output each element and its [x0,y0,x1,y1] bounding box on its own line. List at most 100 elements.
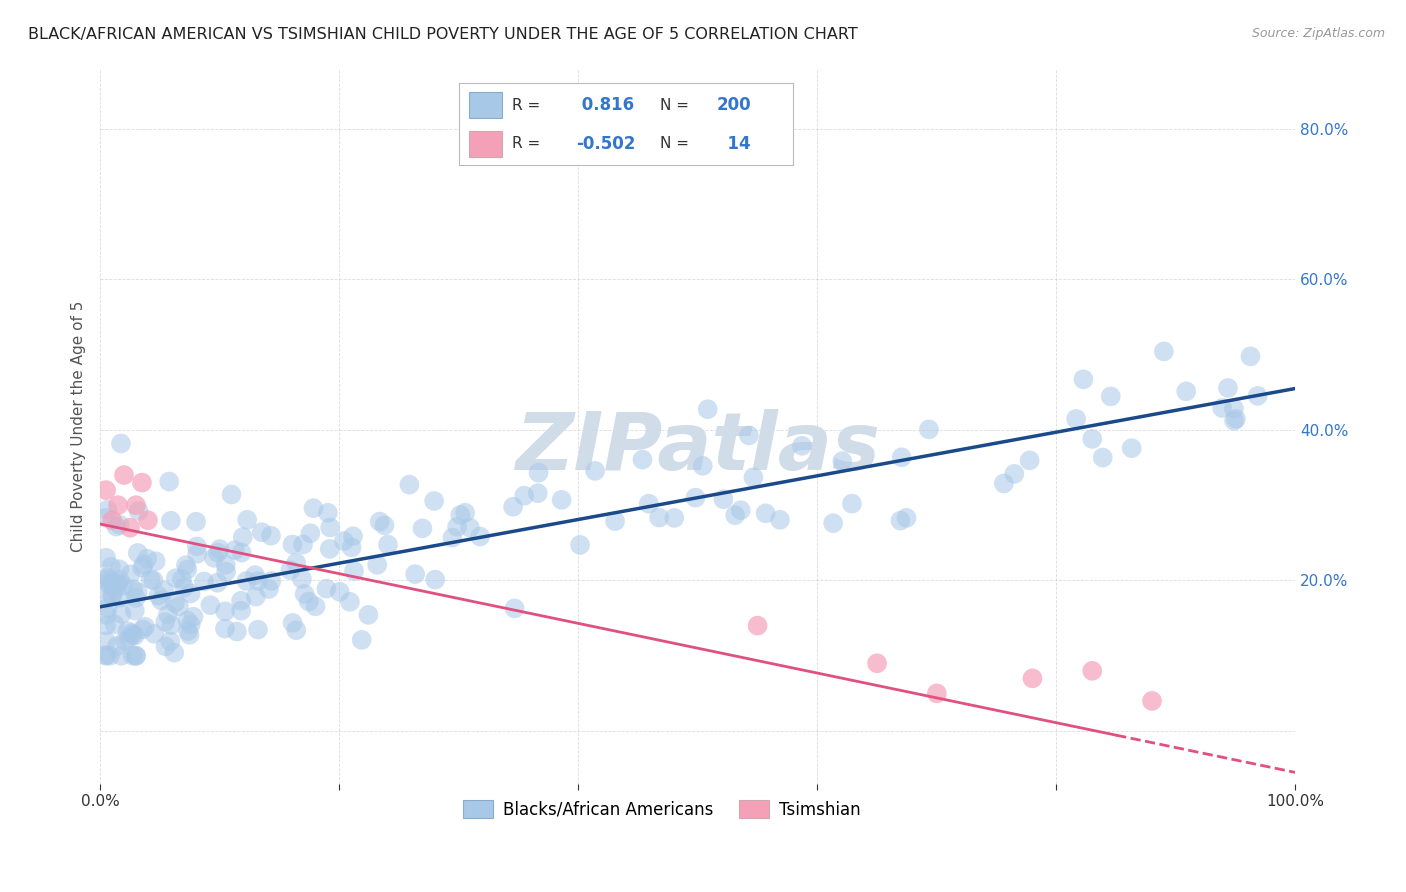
Point [200,598,222,612]
Point [260,574,283,588]
Point [685,491,707,505]
Point [769,513,792,527]
Point [224,543,246,558]
Point [583,464,606,478]
Point [157,607,180,622]
Point [180,586,202,600]
Point [176,614,198,628]
Point [454,506,477,520]
Point [342,529,364,543]
Point [1223,401,1246,416]
Point [108,562,131,576]
Point [425,573,447,587]
Point [1081,664,1104,678]
Point [96,607,118,622]
Point [208,542,231,557]
Point [569,538,592,552]
Point [292,537,315,551]
Point [214,604,236,618]
Y-axis label: Child Poverty Under the Age of 5: Child Poverty Under the Age of 5 [72,301,86,552]
Point [304,599,326,614]
Point [226,624,249,639]
Point [318,541,340,556]
Point [664,511,686,525]
Point [143,627,166,641]
Point [1091,450,1114,465]
Point [136,513,159,527]
Point [1153,344,1175,359]
Point [125,498,148,512]
Point [742,470,765,484]
Point [125,648,148,663]
Point [101,589,124,603]
Point [159,634,181,648]
Point [125,648,148,663]
Point [648,510,671,524]
Point [1081,432,1104,446]
Point [110,607,132,621]
Point [94,618,117,632]
Point [157,475,180,489]
Point [108,573,131,587]
Point [202,550,225,565]
Point [167,599,190,614]
Point [121,626,143,640]
Point [155,615,177,629]
Point [730,503,752,517]
Point [738,428,761,442]
Point [235,574,257,588]
Point [1121,441,1143,455]
Point [214,622,236,636]
Point [1246,389,1268,403]
Point [98,577,121,591]
Point [368,515,391,529]
Point [170,572,193,586]
Point [458,521,481,535]
Point [527,486,550,500]
Point [896,511,918,525]
Point [285,556,308,570]
Point [298,594,321,608]
Point [118,521,141,535]
Point [108,517,131,532]
Point [231,545,253,559]
Point [316,506,339,520]
Point [124,604,146,618]
Point [637,497,659,511]
Point [108,591,131,605]
Point [180,617,202,632]
Point [186,547,208,561]
Point [340,541,363,555]
Point [215,565,238,579]
Point [918,422,941,436]
Point [1211,401,1233,415]
Point [184,515,207,529]
Point [243,568,266,582]
Point [136,551,159,566]
Point [94,591,117,606]
Point [278,563,301,577]
Point [145,554,167,568]
Point [373,518,395,533]
Point [1223,414,1246,428]
Point [713,492,735,507]
Point [513,489,536,503]
Point [823,516,845,531]
Point [1064,412,1087,426]
Point [866,657,889,671]
Point [1239,349,1261,363]
Point [104,617,127,632]
Point [890,450,912,465]
Point [105,519,128,533]
Point [423,494,446,508]
Point [150,593,173,607]
Point [215,558,238,572]
Point [107,576,129,591]
Point [101,513,124,527]
Point [333,534,356,549]
Point [1021,671,1043,685]
Point [236,513,259,527]
Point [692,458,714,473]
Point [1216,381,1239,395]
Point [294,587,316,601]
